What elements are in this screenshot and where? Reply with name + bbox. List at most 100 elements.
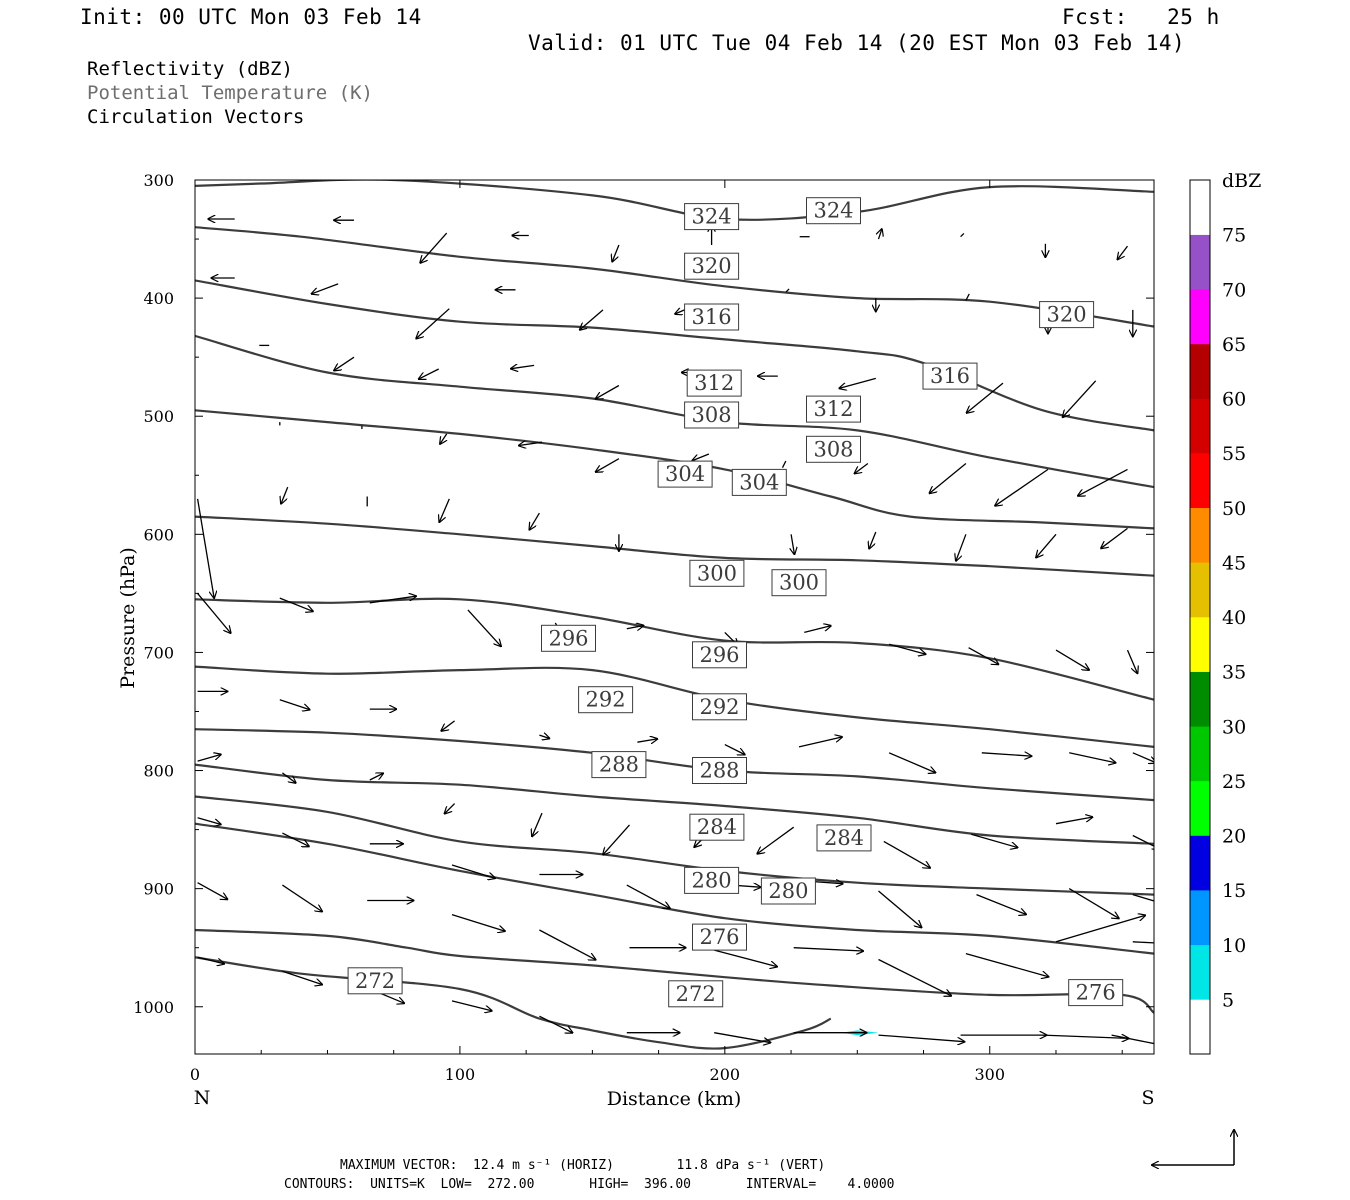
y-tick-label: 500 [143,407,174,426]
contour-label: 288 [591,751,647,779]
circulation-vector [282,832,308,846]
contour-label-text: 280 [692,868,732,892]
contour-label: 304 [731,468,787,496]
circulation-vector [1132,941,1154,944]
x-end-label-n: N [194,1087,211,1109]
vector-layer [196,219,1154,1045]
x-tick-label: 300 [974,1065,1005,1084]
contour-label-text: 320 [692,254,732,278]
y-tick-label: 1000 [133,998,174,1017]
y-tick-label: 600 [143,525,174,544]
circulation-vector [1042,1035,1129,1038]
forecast-hour: Fcst: 25 h [1062,5,1220,29]
circulation-vector [1132,752,1154,763]
circulation-vector [281,486,289,504]
circulation-vector [976,893,1027,915]
isentrope-300 [195,597,1154,701]
contour-label-text: 300 [779,571,819,595]
circulation-vector [420,232,448,263]
circulation-vector [1055,817,1092,825]
circulation-vector [1132,834,1154,849]
contour-label: 276 [692,923,747,951]
contour-label-text: 284 [824,826,864,850]
circulation-vector [445,803,456,814]
circulation-vector [692,453,710,461]
contour-label-layer: 324 324 320 320 316 316 312 312 308 308 304 304 300 3… [347,197,1124,1008]
isentrope-324 [195,180,1154,221]
circulation-vector [967,382,1004,413]
contour-label: 292 [578,686,634,714]
circulation-vector [1126,649,1138,673]
circulation-vector [530,512,540,530]
circulation-vector [804,626,830,634]
isentrope-284 [195,795,1154,896]
x-tick-label: 100 [445,1065,476,1084]
colorbar-swatch [1190,726,1210,782]
circulation-vector [334,356,355,370]
contour-label: 284 [689,813,745,841]
contour-label-text: 292 [699,695,739,719]
colorbar: 5 10 15 20 25 30 35 40 45 50 55 60 65 70 75 [1189,179,1246,1055]
contour-label-text: 288 [699,759,739,783]
circulation-vector [1063,380,1097,417]
isentrope-288 [195,763,1154,845]
circulation-vector [1068,888,1119,919]
circulation-vector [196,498,215,598]
colorbar-title: dBZ [1222,170,1261,192]
contour-label-text: 288 [599,753,639,777]
circulation-vector [312,283,339,294]
colorbar-swatch [1190,180,1210,235]
colorbar-level-label: 15 [1222,880,1246,902]
contour-label: 316 [684,303,740,331]
circulation-vector [1118,245,1129,259]
colorbar-swatch [1190,234,1210,290]
circulation-vector [451,913,505,932]
contour-label: 280 [684,866,740,894]
circulation-vector [714,1032,770,1043]
contour-label: 272 [347,967,403,995]
colorbar-swatch [1190,507,1210,563]
circulation-vector [441,720,455,731]
circulation-vector [1078,468,1128,495]
circulation-vector [1101,527,1128,548]
circulation-vector [956,534,967,560]
circulation-vector [793,948,863,951]
circulation-vector [995,468,1049,505]
colorbar-swatch [1190,562,1210,618]
circulation-vector [930,462,967,494]
reference-vector [1152,1130,1234,1165]
y-tick-label: 400 [143,289,174,308]
circulation-vector [369,773,383,781]
contour-label-text: 292 [586,688,626,712]
contour-label-text: 280 [768,879,808,903]
circulation-vector [197,882,228,900]
circulation-vector [1111,1034,1154,1045]
circulation-vector [197,755,221,762]
circulation-vector [757,826,795,853]
field-circulation-vectors: Circulation Vectors [87,106,305,128]
circulation-vector [883,840,930,867]
colorbar-level-label: 45 [1222,552,1246,574]
colorbar-level-label: 5 [1222,989,1234,1011]
contour-label-text: 276 [1076,981,1116,1005]
contour-label-text: 312 [813,397,853,421]
contour-label-text: 312 [694,371,734,395]
circulation-vector [282,970,322,984]
circulation-vector [965,952,1049,977]
isentrope-276 [195,928,1154,1014]
contour-label-text: 320 [1047,303,1087,327]
y-tick-label: 300 [143,171,174,190]
contour-label-text: 308 [692,403,732,427]
isentrope-308 [195,409,1154,530]
circulation-vector [791,534,794,554]
contour-label: 320 [684,252,740,280]
isentrope-292 [195,728,1154,802]
contour-label-text: 300 [697,561,737,585]
contour-label-text: 296 [548,626,588,650]
circulation-vector [439,498,450,522]
contour-label: 308 [806,435,861,463]
circulation-vector [781,460,787,468]
isentrope-316 [195,279,1154,432]
colorbar-swatch [1190,890,1210,946]
colorbar-level-label: 25 [1222,771,1246,793]
